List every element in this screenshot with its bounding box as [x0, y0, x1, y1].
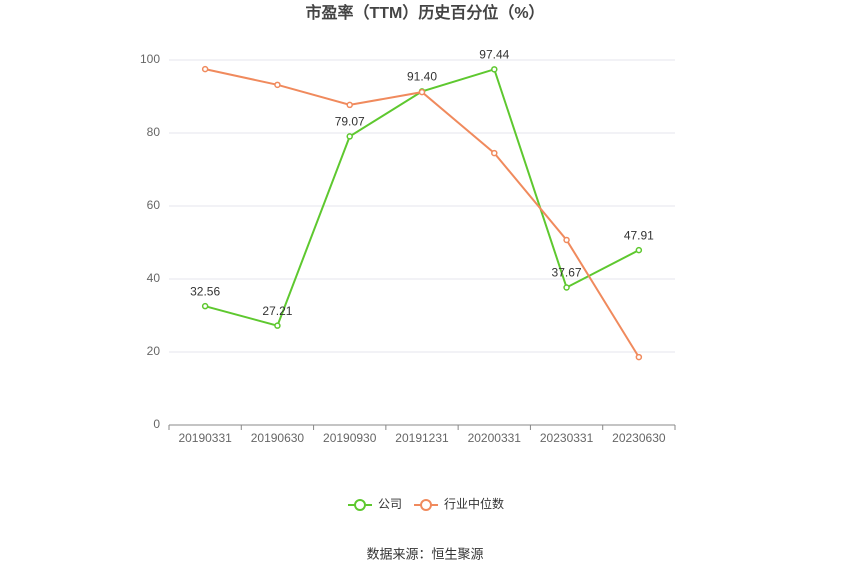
- data-label: 47.91: [624, 228, 654, 242]
- legend-label: 行业中位数: [444, 496, 504, 511]
- point: [635, 246, 643, 254]
- point: [491, 149, 498, 157]
- point: [491, 66, 498, 73]
- point: [274, 322, 281, 329]
- point: [563, 284, 570, 291]
- y-tick-label: 0: [153, 417, 160, 431]
- point: [418, 88, 426, 96]
- data-label: 27.21: [262, 304, 292, 318]
- y-tick-label: 60: [147, 198, 161, 212]
- chart-title: 市盈率（TTM）历史百分位（%）: [305, 3, 544, 22]
- data-label: 37.67: [552, 266, 582, 280]
- point: [346, 101, 353, 109]
- y-tick-label: 40: [147, 271, 161, 285]
- x-tick-label: 20190930: [323, 431, 377, 445]
- y-tick-label: 100: [140, 52, 160, 66]
- x-tick-label: 20230331: [540, 431, 594, 445]
- point: [201, 65, 209, 73]
- x-tick-label: 20230630: [612, 431, 666, 445]
- legend-label: 公司: [378, 497, 402, 511]
- point: [346, 133, 353, 140]
- data-label: 79.07: [335, 115, 365, 129]
- x-tick-label: 20200331: [468, 431, 522, 445]
- x-tick-label: 20190331: [178, 431, 232, 445]
- point: [201, 302, 209, 310]
- y-tick-label: 80: [147, 125, 161, 139]
- y-tick-label: 20: [147, 344, 161, 358]
- series-line: [204, 68, 640, 327]
- x-tick-label: 20191231: [395, 431, 449, 445]
- source-note: 数据来源：恒生聚源: [366, 546, 483, 561]
- point: [563, 236, 570, 244]
- data-label: 97.44: [479, 48, 509, 62]
- data-label: 91.40: [407, 70, 437, 84]
- point: [274, 81, 281, 89]
- legend-marker: [420, 499, 433, 511]
- x-tick-label: 20190630: [251, 431, 305, 445]
- data-label: 32.56: [190, 284, 220, 298]
- point: [635, 353, 643, 361]
- legend-marker: [354, 499, 366, 511]
